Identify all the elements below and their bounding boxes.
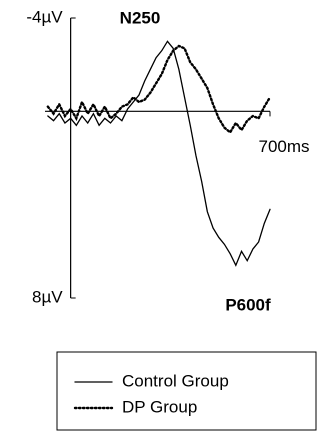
y-tick-label: 8µV <box>32 287 63 306</box>
legend-label: DP Group <box>122 397 197 416</box>
legend-box <box>56 351 317 431</box>
series-line <box>47 40 271 267</box>
annotation: N250 <box>120 8 161 27</box>
series-line <box>46 44 272 135</box>
x-tick-label: 700ms <box>258 137 309 156</box>
annotation: P600f <box>225 295 271 314</box>
legend-label: Control Group <box>122 371 229 390</box>
y-tick-label: -4µV <box>26 7 63 26</box>
